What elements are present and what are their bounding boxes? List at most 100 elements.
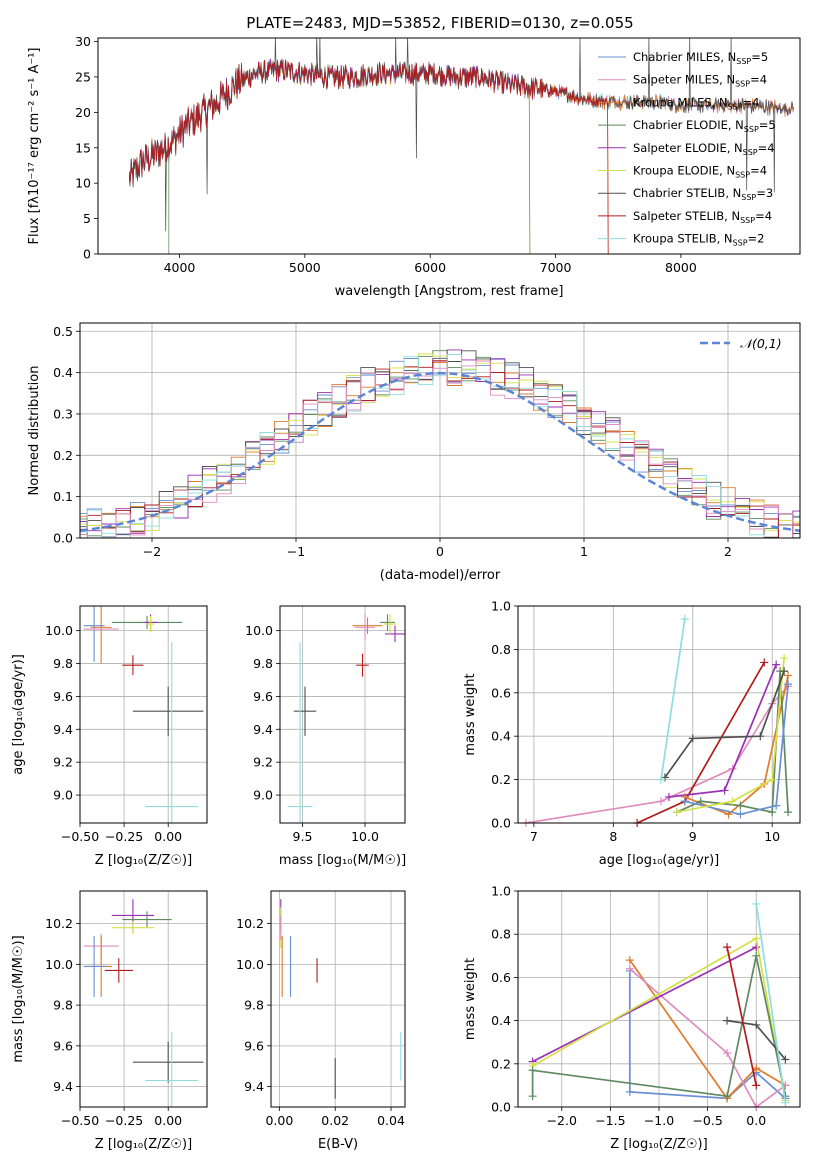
axes-frame (97, 37, 801, 255)
x-tick-label: −0.5 (692, 1113, 722, 1128)
histogram-series (80, 360, 800, 538)
weight-point-marker (760, 658, 769, 667)
x-tick-label: 2 (724, 544, 732, 559)
weight-series-line (676, 658, 785, 813)
y-tick-label: 9.0 (53, 788, 73, 803)
histogram-series (80, 360, 800, 538)
weight-point-marker (772, 801, 781, 810)
mass-vs-z-panel: −0.50 −0.25 0.00 9.4 9.6 9.8 10.0 10.2 Z [log₁₀(… (11, 890, 208, 1152)
x-tick-label: −0.50 (61, 1113, 99, 1128)
x-tick-label: 1 (580, 544, 588, 559)
y-tick-label: 0.2 (53, 448, 73, 463)
weight-point-marker (625, 1087, 634, 1096)
spectrum-series-line (128, 59, 682, 187)
x-tick-label: 7 (530, 829, 538, 844)
y-axis-label: mass [log₁₀(M/M☉)] (11, 935, 26, 1062)
y-tick-label: 0.5 (53, 324, 73, 339)
y-tick-label: 10.0 (236, 957, 264, 972)
y-tick-label: 9.4 (244, 1079, 264, 1094)
spectrum-series-line (128, 58, 795, 254)
weight-point-marker (723, 1016, 732, 1025)
weight-series-line (660, 618, 686, 780)
spectrum-series-line (128, 59, 531, 254)
x-tick-label: −0.25 (105, 1113, 143, 1128)
spectrum-series-line (128, 58, 531, 254)
y-tick-label: 20 (75, 105, 91, 120)
age-vs-mass-panel: 9.5 10.0 9.0 9.2 9.4 9.6 9.8 10.0 mass [log₁₀(M/… (245, 605, 406, 868)
legend-entry: Chabrier ELODIE, NSSP=5 (633, 118, 776, 134)
age-vs-z-panel: −0.50 −0.25 0.00 9.0 9.2 9.4 9.6 9.8 10.0 Z [log₁… (11, 605, 208, 868)
weight-point-marker (781, 1055, 790, 1064)
weight-vs-z-panel: −2.0 −1.5 −1.0 −0.5 0.0 0.0 0.2 0.4 0.6 0.8 1.0 Z [… (463, 884, 801, 1152)
weight-point-marker (720, 786, 729, 795)
histogram-series (80, 350, 800, 538)
y-tick-label: 9.6 (53, 1038, 73, 1053)
legend-entry: Salpeter STELIB, NSSP=4 (633, 209, 772, 225)
weight-series-line (726, 947, 758, 1086)
legend-entry: 𝒩(0,1) (740, 336, 782, 351)
y-tick-label: 1.0 (491, 884, 511, 899)
spectrum-series-line (128, 38, 794, 232)
weight-series-line (755, 903, 787, 1103)
y-tick-label: 10.0 (45, 623, 73, 638)
weight-point-marker (736, 801, 745, 810)
y-tick-label: 0.3 (53, 406, 73, 421)
y-tick-label: 15 (75, 140, 91, 155)
x-tick-label: −0.25 (105, 829, 143, 844)
y-tick-label: 0.6 (491, 685, 511, 700)
weight-series-line (684, 684, 789, 816)
x-tick-label: 10 (764, 829, 780, 844)
x-tick-label: 9 (689, 829, 697, 844)
x-tick-label: −1 (287, 544, 305, 559)
weight-point-marker (752, 943, 761, 952)
y-tick-label: 0.2 (491, 1056, 511, 1071)
y-tick-label: 9.6 (53, 689, 73, 704)
weight-point-marker (680, 615, 689, 624)
y-tick-label: 10.0 (245, 623, 273, 638)
spectrum-panel: 4000 5000 6000 7000 8000 0 5 10 15 20 25 30 waveleng… (27, 34, 801, 299)
spectrum-legend: Chabrier MILES, NSSP=5 Salpeter MILES, NS… (598, 50, 776, 248)
x-axis-label: wavelength [Angstrom, rest frame] (335, 284, 564, 299)
weight-series-line (676, 671, 789, 814)
y-tick-label: 9.2 (53, 755, 73, 770)
y-tick-label: 9.4 (53, 722, 73, 737)
legend-entry: Kroupa ELODIE, NSSP=4 (633, 164, 767, 180)
y-tick-label: 0.4 (491, 1013, 511, 1028)
axes-frame (79, 605, 208, 824)
weight-point-marker (752, 1064, 761, 1073)
y-tick-label: 30 (75, 34, 91, 49)
axes-frame (79, 890, 208, 1108)
legend-entry: Chabrier STELIB, NSSP=3 (633, 186, 773, 202)
x-tick-label: 0.00 (154, 829, 182, 844)
weight-point-marker (723, 943, 732, 952)
weight-point-marker (772, 660, 781, 669)
y-axis-label: age [log₁₀(age/yr)] (11, 654, 26, 775)
y-tick-label: 0.8 (491, 927, 511, 942)
legend-entry: Kroupa MILES, NSSP=4 (633, 95, 759, 111)
y-tick-label: 9.0 (253, 788, 273, 803)
y-tick-label: 0.0 (53, 531, 73, 546)
x-tick-label: 4000 (164, 260, 196, 275)
y-tick-label: 9.6 (244, 1038, 264, 1053)
weight-point-marker (752, 1081, 761, 1090)
weight-point-marker (656, 797, 665, 806)
x-tick-label: −2.0 (547, 1113, 577, 1128)
axes-frame (79, 322, 801, 539)
y-tick-label: 5 (83, 211, 91, 226)
weight-vs-age-panel: 7 8 9 10 0.0 0.2 0.4 0.6 0.8 1.0 age [log₁₀(age/yr… (463, 599, 801, 868)
x-axis-label: (data-model)/error (380, 568, 501, 583)
y-tick-label: 0.4 (53, 365, 73, 380)
x-axis-label: Z [log₁₀(Z/Z☉)] (95, 1137, 192, 1152)
y-tick-label: 0.0 (491, 816, 511, 831)
weight-point-marker (752, 1020, 761, 1029)
weight-point-marker (784, 671, 793, 680)
weight-point-marker (672, 808, 681, 817)
weight-series-line (668, 664, 777, 798)
y-tick-label: 9.8 (53, 656, 73, 671)
x-axis-label: Z [log₁₀(Z/Z☉)] (95, 853, 192, 868)
weight-series-line (664, 670, 785, 778)
weight-point-marker (756, 732, 765, 741)
histogram-series (80, 360, 800, 538)
weight-point-marker (723, 1049, 732, 1057)
axes-frame (279, 605, 406, 824)
